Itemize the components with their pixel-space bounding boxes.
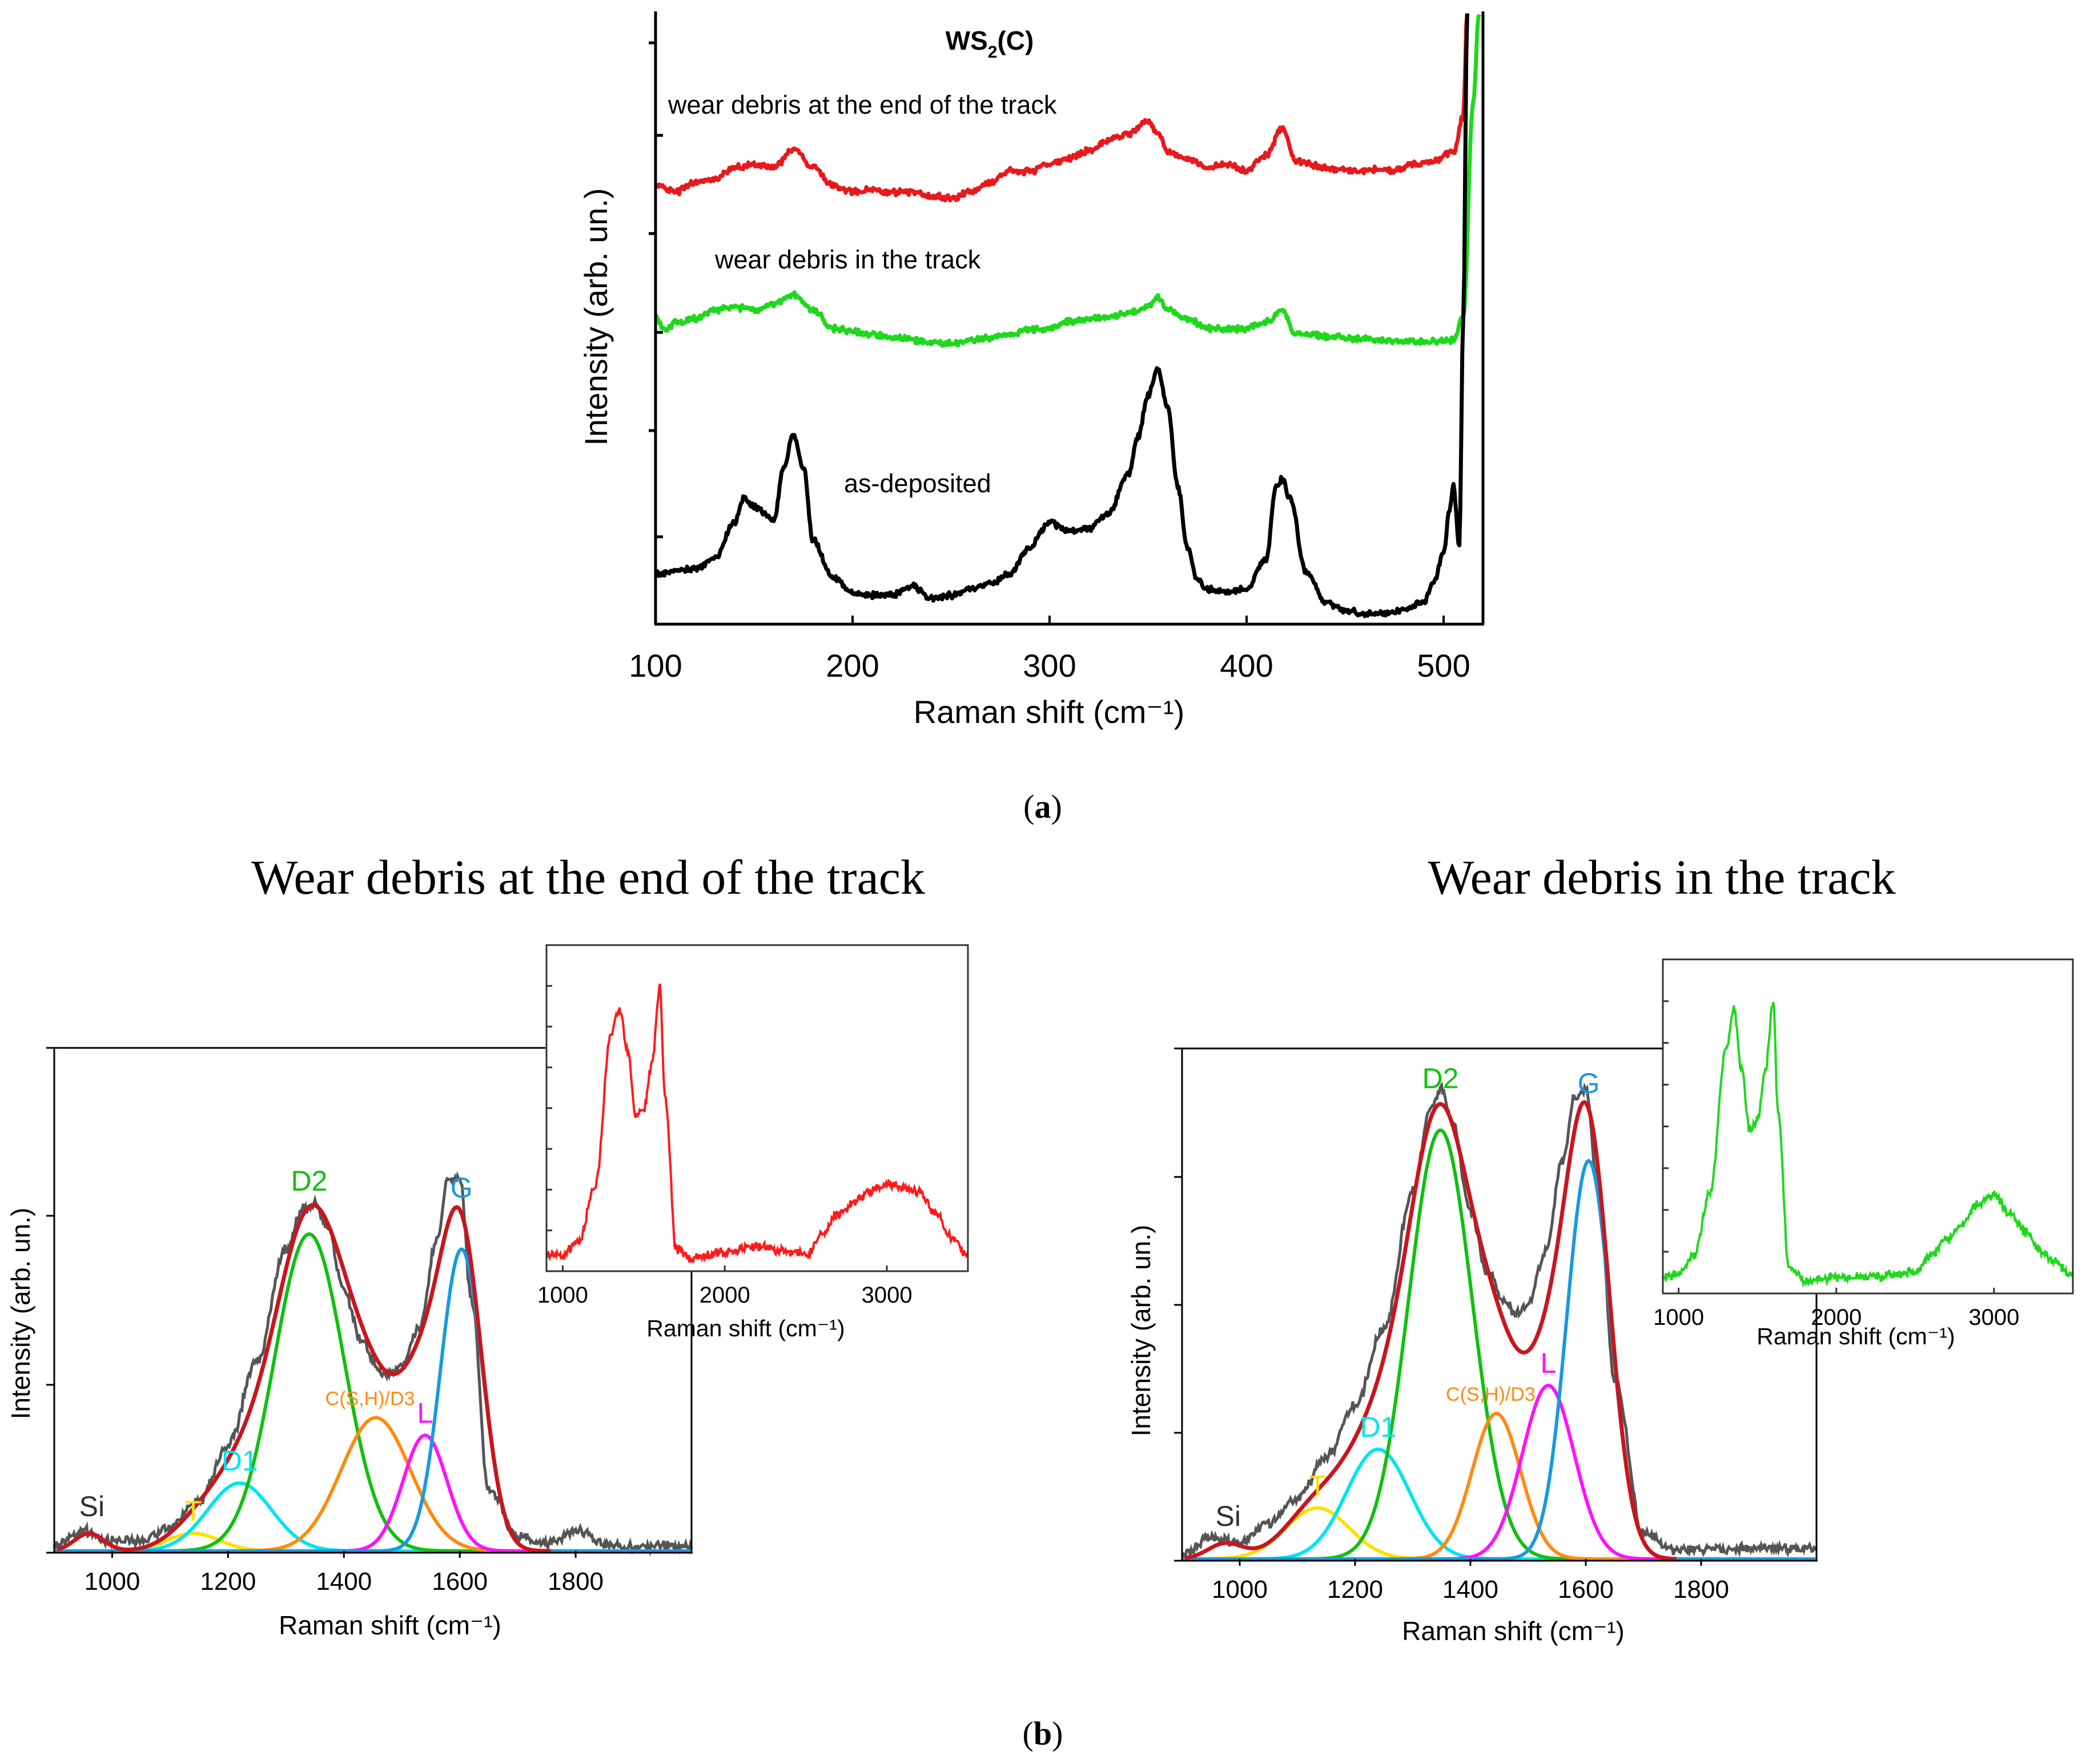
panel-b-right-peak-labels: Si T D1 D2 C(S,H)/D3L G <box>1216 1062 1600 1532</box>
panel-a-series-layer <box>654 13 1481 618</box>
panel-a-x-ticks: 100 200 300 400 500 <box>629 616 1470 684</box>
br-inset-x-tick-label: 3000 <box>1968 1305 2019 1330</box>
bl-inset-x-tick-label: 2000 <box>700 1283 750 1308</box>
panel-a-x-tick-label: 500 <box>1417 648 1470 684</box>
bl-peak-label-2: D1 <box>222 1445 258 1477</box>
bl-inset-x-tick-label: 3000 <box>862 1283 913 1308</box>
caption-b: (b) <box>1023 1715 1063 1752</box>
bl-inset-x-tick-label: 1000 <box>537 1283 588 1308</box>
inset-right-x-ticks: 1000 2000 3000 <box>1653 1288 2019 1330</box>
bl-peak-6 <box>54 1247 690 1553</box>
br-x-tick-label: 1600 <box>1558 1576 1614 1604</box>
inset-right-curve-layer <box>1662 1002 2074 1288</box>
bl-x-tick-label: 1600 <box>432 1568 488 1596</box>
label-in-track: wear debris in the track <box>714 245 981 274</box>
panel-b-left-curves <box>53 1171 693 1557</box>
br-peak-label-4: C(S,H)/D3 <box>1446 1384 1536 1405</box>
bl-peak-label-6: G <box>451 1172 473 1204</box>
caption-a: (a) <box>1023 788 1062 825</box>
inset-right-background <box>1663 959 2073 1293</box>
bl-x-tick-label: 1200 <box>200 1568 256 1596</box>
panel-b-left-y-label: Intensity (arb. un.) <box>6 1208 35 1420</box>
br-peak-label-0: Si <box>1216 1500 1241 1532</box>
panel-a-y-ticks <box>649 41 663 539</box>
panel-a-series-0 <box>654 13 1469 203</box>
bl-x-tick-label: 1400 <box>316 1568 372 1596</box>
panel-b-right-y-label: Intensity (arb. un.) <box>1126 1225 1156 1437</box>
bl-peak-label-3: D2 <box>291 1165 327 1197</box>
panel-a-x-label: Raman shift (cm⁻¹) <box>914 694 1185 730</box>
panel-b-left-x-label: Raman shift (cm⁻¹) <box>279 1610 501 1640</box>
bl-peak-label-1: T <box>184 1495 202 1527</box>
br-peak-label-2: D1 <box>1360 1411 1396 1443</box>
br-fit-total <box>1184 1100 1677 1561</box>
inset-left-y-ticks <box>546 985 552 1232</box>
label-end-of-track: wear debris at the end of the track <box>668 90 1057 119</box>
br-peak-label-5: L <box>1540 1347 1556 1379</box>
br-x-tick-label: 1400 <box>1442 1576 1498 1604</box>
inset-left-background <box>546 945 968 1271</box>
br-peak-label-6: G <box>1578 1067 1600 1099</box>
bl-peak-label-0: Si <box>79 1490 104 1522</box>
panel-a-x-tick-label: 100 <box>629 648 682 684</box>
heading-in-track: Wear debris in the track <box>1428 850 1895 905</box>
bl-inset-spectrum <box>545 983 969 1263</box>
br-peak-label-3: D2 <box>1422 1062 1459 1094</box>
bl-peak-label-4: C(S,H)/D3 <box>325 1388 415 1410</box>
heading-end-of-track: Wear debris at the end of the track <box>251 850 925 905</box>
panel-a-y-label: Intensity (arb. un.) <box>578 188 614 445</box>
br-inset-spectrum <box>1662 1002 2074 1288</box>
br-inset-x-tick-label: 2000 <box>1811 1305 1862 1330</box>
panel-a: 100 200 300 400 500 WS2(C) wear debris at th… <box>578 11 1485 730</box>
panel-a-series-1 <box>654 14 1481 348</box>
inset-left-x-ticks: 1000 2000 3000 <box>537 1265 913 1308</box>
bl-x-tick-label: 1800 <box>548 1568 604 1596</box>
inset-right-x-label: Raman shift (cm⁻¹) <box>1757 1323 1955 1349</box>
br-peak-label-1: T <box>1309 1470 1327 1502</box>
br-x-tick-label: 1200 <box>1327 1576 1383 1604</box>
panel-b-right: 1000 1200 1400 1600 1800 SiTD1D2C(S,H)/D3LG … <box>1126 958 2074 1646</box>
panel-b-right-x-label: Raman shift (cm⁻¹) <box>1402 1616 1625 1646</box>
panel-b-left-y-ticks <box>46 1047 54 1554</box>
inset-right-y-ticks <box>1663 1000 1669 1253</box>
bl-x-tick-label: 1000 <box>85 1568 140 1596</box>
inset-left-x-label: Raman shift (cm⁻¹) <box>646 1315 845 1341</box>
br-x-tick-label: 1800 <box>1673 1576 1729 1604</box>
br-peak-6 <box>1182 1159 1815 1561</box>
panel-b-right-y-ticks <box>1174 1047 1182 1562</box>
br-inset-x-tick-label: 1000 <box>1653 1305 1704 1330</box>
label-as-deposited: as-deposited <box>844 469 991 498</box>
panel-b-right-curves <box>1181 1081 1818 1561</box>
bl-measured-spectrum <box>53 1171 693 1557</box>
panel-a-series-2 <box>654 13 1469 618</box>
panel-b-left-peak-labels: Si T D1 D2 C(S,H)/D3 L G <box>79 1165 473 1527</box>
bl-fit-total <box>57 1203 551 1553</box>
panel-a-x-tick-label: 300 <box>1023 648 1076 684</box>
panel-a-title: WS2(C) <box>946 26 1034 62</box>
br-x-tick-label: 1000 <box>1212 1576 1268 1604</box>
panel-a-x-tick-label: 200 <box>826 648 879 684</box>
panel-b-left-x-ticks: 1000 1200 1400 1600 1800 <box>85 1551 604 1596</box>
panel-b-right-x-ticks: 1000 1200 1400 1600 1800 <box>1212 1559 1729 1604</box>
bl-peak-label-5: L <box>417 1397 433 1429</box>
inset-left-curve-layer <box>545 983 969 1263</box>
br-measured-spectrum <box>1181 1081 1818 1558</box>
panel-a-x-tick-label: 400 <box>1220 648 1273 684</box>
